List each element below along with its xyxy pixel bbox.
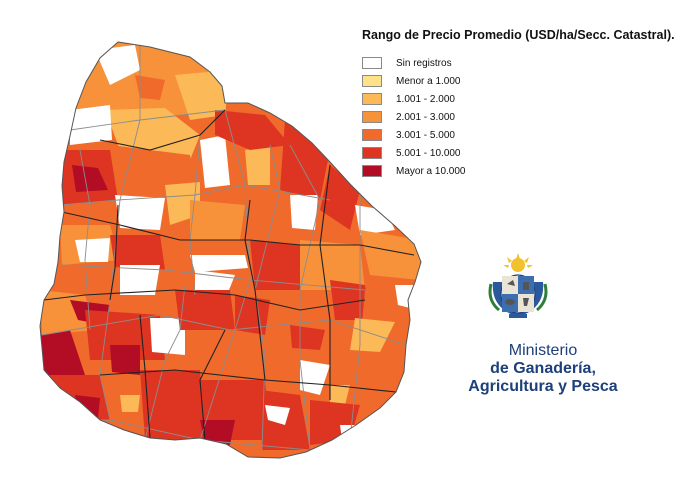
- region-central-light: [190, 200, 245, 240]
- ministry-line-1: Ministerio: [508, 342, 578, 359]
- legend-swatch: [362, 129, 382, 141]
- ministry-line-3: Agricultura y Pesca: [468, 378, 618, 395]
- department-borders: [43, 109, 415, 441]
- legend-label: 2.001 - 3.000: [396, 111, 455, 123]
- region-north-east: [175, 70, 230, 120]
- region-east-light: [350, 318, 395, 352]
- region-south-central: [235, 295, 270, 335]
- legend-label: 5.001 - 10.000: [396, 147, 461, 159]
- region-south-west-light: [40, 290, 95, 335]
- region-central-west-dark: [110, 235, 165, 270]
- region-south-coast: [140, 370, 205, 440]
- region-river-band: [190, 255, 248, 272]
- region-east: [320, 165, 360, 230]
- legend-title: Rango de Precio Promedio (USD/ha/Secc. C…: [362, 28, 675, 42]
- legend-item: Mayor a 10.000: [362, 162, 697, 180]
- legend-swatch: [362, 165, 382, 177]
- region-north-central: [105, 108, 200, 160]
- legend-label: 1.001 - 2.000: [396, 93, 455, 105]
- legend-item: Menor a 1.000: [362, 72, 697, 90]
- region-no-data-central-west: [120, 265, 160, 295]
- legend-items: Sin registros Menor a 1.000 1.001 - 2.000 2…: [362, 54, 697, 180]
- region-north-inner: [135, 75, 165, 100]
- region-east-central: [300, 240, 365, 290]
- ministry-logo-text: Ministerio de Ganadería, Agricultura y P…: [448, 342, 638, 396]
- region-no-data-west-central: [75, 238, 110, 262]
- region-east-north: [280, 120, 330, 200]
- legend-swatch: [362, 57, 382, 69]
- map-legend: Rango de Precio Promedio (USD/ha/Secc. C…: [362, 28, 697, 180]
- region-no-data-north: [95, 45, 140, 85]
- legend-item: Sin registros: [362, 54, 697, 72]
- region-no-data-nw: [70, 105, 112, 145]
- region-south-east-light: [330, 385, 350, 405]
- region-no-data-south-west: [150, 318, 185, 355]
- region-south-coast-high: [75, 395, 100, 418]
- region-south-coast-west: [40, 375, 110, 420]
- legend-swatch: [362, 93, 382, 105]
- legend-label: Mayor a 10.000: [396, 165, 466, 177]
- region-no-data-center-west: [115, 195, 165, 230]
- region-far-east: [360, 230, 420, 280]
- region-west-high: [72, 165, 108, 192]
- legend-label: Sin registros: [396, 57, 452, 69]
- legend-swatch: [362, 75, 382, 87]
- legend-label: Menor a 1.000: [396, 75, 461, 87]
- section-borders: [41, 42, 407, 451]
- legend-label: 3.001 - 5.000: [396, 129, 455, 141]
- region-south-west-high-3: [110, 345, 140, 375]
- region-south-east-dark: [290, 325, 325, 350]
- region-no-data-south-east: [300, 360, 330, 395]
- uruguay-coat-of-arms-icon: [488, 253, 548, 318]
- region-no-data-center: [200, 135, 230, 188]
- legend-swatch: [362, 111, 382, 123]
- region-no-data-coast-2: [340, 425, 360, 440]
- region-south-coast-light: [120, 395, 140, 412]
- legend-item: 3.001 - 5.000: [362, 126, 697, 144]
- region-south-west: [85, 310, 165, 360]
- region-capital-area: [200, 420, 235, 445]
- region-center-east-light: [245, 145, 270, 185]
- region-central-east: [250, 240, 300, 290]
- region-south-central-dark: [175, 290, 235, 330]
- country-outline: [39, 41, 422, 459]
- ministry-line-2: de Ganadería,: [490, 360, 596, 377]
- region-no-data-east: [290, 195, 318, 230]
- legend-item: 1.001 - 2.000: [362, 90, 697, 108]
- legend-swatch: [362, 147, 382, 159]
- region-no-data-coast: [265, 405, 290, 425]
- legend-item: 5.001 - 10.000: [362, 144, 697, 162]
- region-north-east-dark: [215, 110, 290, 150]
- legend-item: 2.001 - 3.000: [362, 108, 697, 126]
- region-south-west-high: [40, 330, 85, 375]
